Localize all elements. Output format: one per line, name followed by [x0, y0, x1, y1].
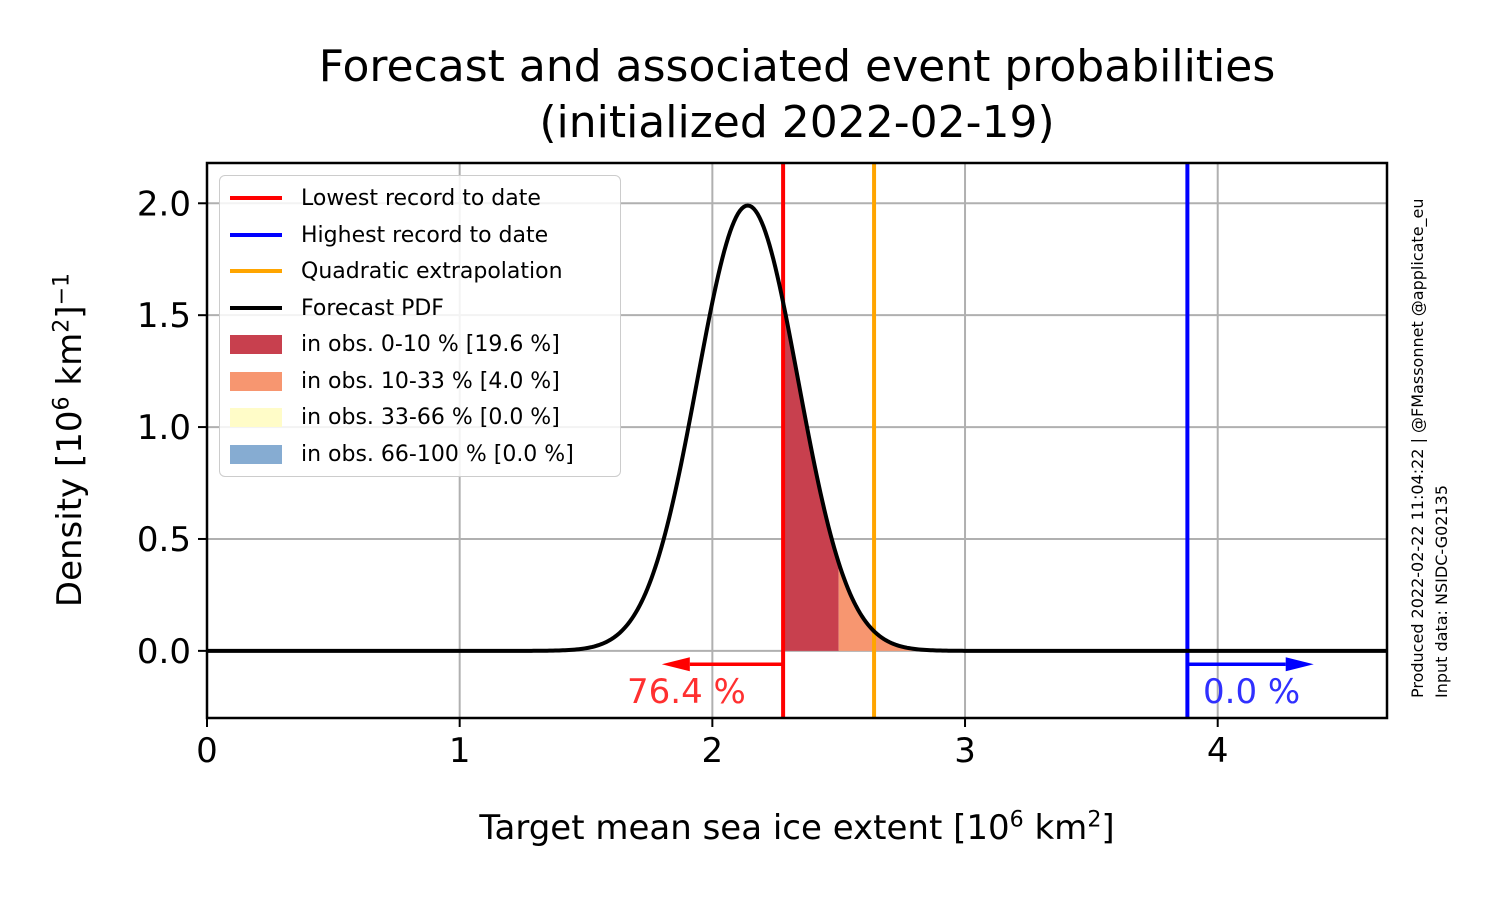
x-tick-label: 1: [449, 731, 471, 771]
legend-item: in obs. 10-33 % [4.0 %]: [230, 366, 560, 396]
y-tick-label: 1.0: [137, 408, 191, 448]
legend-label: Highest record to date: [301, 222, 549, 248]
production-note: Produced 2022-02-22 11:04:22 | @FMassonn…: [1408, 198, 1427, 698]
y-tick-label: 0.5: [137, 520, 191, 560]
legend-item: in obs. 0-10 % [19.6 %]: [230, 329, 560, 359]
input-data-note: Input data: NSIDC-G02135: [1432, 484, 1451, 698]
legend-label: Forecast PDF: [301, 295, 444, 321]
chart-title-line-2: (initialized 2022-02-19): [539, 97, 1055, 148]
y-tick-label: 1.5: [137, 296, 191, 336]
legend-item: Forecast PDF: [230, 293, 444, 323]
legend-label: in obs. 0-10 % [19.6 %]: [301, 331, 560, 357]
legend-swatch: [230, 196, 282, 200]
legend-label: in obs. 10-33 % [4.0 %]: [301, 368, 560, 394]
legend-item: Highest record to date: [230, 220, 548, 250]
y-tick-label: 2.0: [137, 184, 191, 224]
legend-item: Quadratic extrapolation: [230, 256, 563, 286]
legend-label: in obs. 66-100 % [0.0 %]: [301, 441, 574, 467]
y-tick-label: 0.0: [137, 632, 191, 672]
legend-swatch: [230, 334, 282, 354]
legend-swatch: [230, 306, 282, 310]
x-tick-label: 2: [702, 731, 724, 771]
legend: Lowest record to date Highest record to d…: [219, 175, 621, 477]
legend-swatch: [230, 233, 282, 237]
legend-item: in obs. 66-100 % [0.0 %]: [230, 439, 574, 469]
arrow-head: [1285, 657, 1314, 672]
shaded-region: [838, 562, 1016, 651]
legend-swatch: [230, 444, 282, 464]
legend-item: in obs. 33-66 % [0.0 %]: [230, 402, 560, 432]
legend-swatch: [230, 269, 282, 273]
legend-label: in obs. 33-66 % [0.0 %]: [301, 404, 560, 430]
axes-frame: [205, 161, 1389, 720]
legend-label: Lowest record to date: [301, 185, 541, 211]
legend-swatch: [230, 407, 282, 427]
x-tick-label: 0: [196, 731, 218, 771]
legend-item: Lowest record to date: [230, 183, 541, 213]
chart-title-line-1: Forecast and associated event probabilit…: [318, 41, 1276, 92]
legend-swatch: [230, 371, 282, 391]
low-probability-label: 76.4 %: [627, 672, 746, 712]
legend-label: Quadratic extrapolation: [301, 258, 563, 284]
arrow-head: [661, 657, 690, 672]
high-probability-label: 0.0 %: [1203, 672, 1301, 712]
y-axis-label: Density [106 km2]−1: [48, 272, 90, 608]
x-tick-label: 4: [1207, 731, 1229, 771]
x-axis-label: Target mean sea ice extent [106 km2]: [479, 806, 1115, 848]
shaded-region: [783, 302, 839, 651]
forecast-pdf-line: [207, 203, 1387, 653]
x-tick-label: 3: [954, 731, 976, 771]
